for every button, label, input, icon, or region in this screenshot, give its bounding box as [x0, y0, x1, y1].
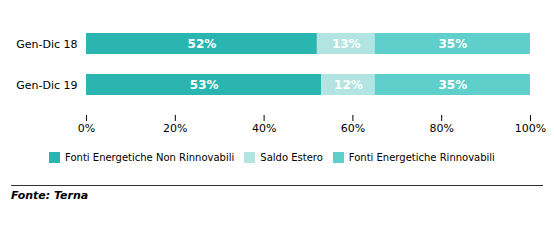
svg-text:35%: 35% [438, 78, 467, 92]
svg-text:0%: 0% [78, 122, 95, 135]
html-text:Fonti Energetiche Rinnovabili: Fonti Energetiche Rinnovabili [348, 152, 495, 163]
svg-text:Gen-Dic 18: Gen-Dic 18 [16, 38, 77, 51]
html-text:Fonte: Terna: Fonte: Terna [11, 189, 89, 202]
svg-text:60%: 60% [341, 122, 365, 135]
svg-text:20%: 20% [163, 122, 187, 135]
svg-text:Gen-Dic 19: Gen-Dic 19 [16, 79, 77, 92]
svg-text:53%: 53% [190, 78, 219, 92]
svg-text:12%: 12% [334, 78, 363, 92]
svg-text:80%: 80% [429, 122, 453, 135]
html-text:Fonti Energetiche Non Rinnovab: Fonti Energetiche Non Rinnovabili [65, 152, 235, 163]
svg-text:35%: 35% [438, 37, 467, 51]
svg-text:100%: 100% [515, 122, 546, 135]
svg-text:52%: 52% [188, 37, 217, 51]
svg-text:13%: 13% [332, 37, 361, 51]
svg-text:40%: 40% [252, 122, 276, 135]
html-text:Saldo Estero: Saldo Estero [260, 152, 323, 163]
